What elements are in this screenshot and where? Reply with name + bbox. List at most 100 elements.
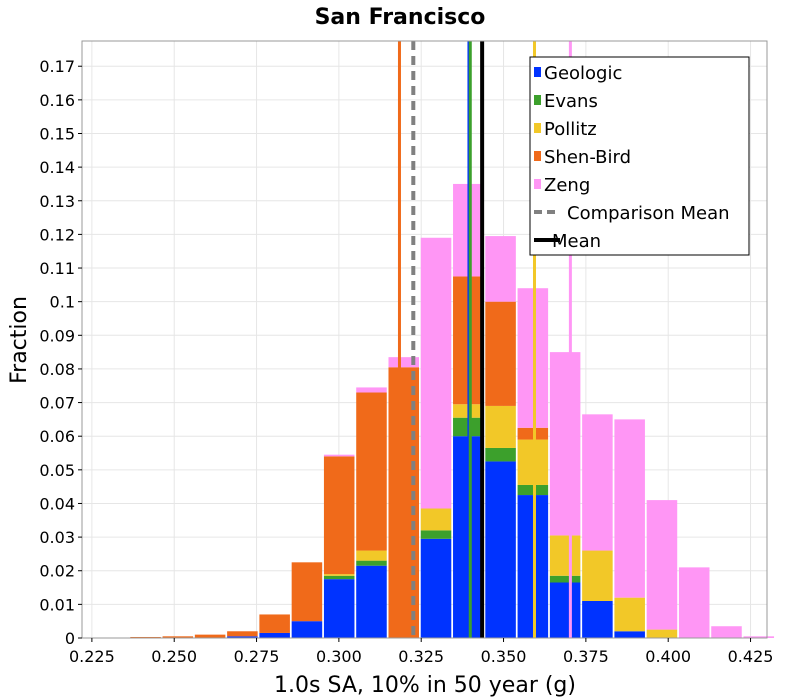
- bar-shen-bird: [291, 562, 323, 622]
- bar-zeng: [485, 236, 516, 302]
- bar-shen-bird: [227, 631, 258, 637]
- legend-label-mean: Mean: [552, 231, 601, 252]
- legend-box: [529, 56, 750, 256]
- bar-zeng: [743, 636, 775, 638]
- legend-label-geologic: Geologic: [544, 63, 622, 84]
- bar-pollitz: [549, 535, 581, 576]
- bar-geologic: [227, 636, 258, 638]
- legend-label-comparison-mean: Comparison Mean: [567, 203, 730, 224]
- bar-zeng: [646, 500, 678, 630]
- bar-shen-bird: [517, 427, 549, 440]
- y-tick-label: 0.06: [39, 427, 75, 446]
- bar-geologic: [582, 601, 613, 638]
- bar-geologic: [549, 582, 581, 638]
- legend-label-pollitz: Pollitz: [544, 119, 597, 140]
- bar-geologic: [420, 538, 452, 638]
- y-tick-label: 0.11: [39, 259, 75, 278]
- bar-zeng: [323, 454, 355, 457]
- bar-geologic: [485, 461, 516, 638]
- bar-shen-bird: [162, 636, 194, 638]
- y-tick-label: 0.05: [39, 461, 75, 480]
- bar-geologic: [517, 495, 549, 638]
- plot-frame: [81, 40, 768, 639]
- bar-zeng: [388, 357, 420, 368]
- x-axis-label: 1.0s SA, 10% in 50 year (g): [274, 673, 576, 698]
- bar-geologic: [291, 621, 323, 638]
- legend-swatch-pollitz: [534, 123, 541, 133]
- x-tick-label: 0.325: [398, 647, 444, 666]
- bar-geologic: [323, 579, 355, 638]
- legend-swatch-zeng: [534, 179, 541, 189]
- bar-pollitz: [517, 439, 549, 485]
- bar-shen-bird: [130, 636, 161, 638]
- y-tick-label: 0.08: [39, 360, 75, 379]
- bar-zeng: [614, 419, 645, 598]
- x-tick-label: 0.425: [728, 647, 774, 666]
- bar-pollitz: [646, 629, 678, 638]
- bar-geologic: [259, 632, 290, 638]
- bar-shen-bird: [194, 634, 226, 638]
- bar-zeng: [356, 387, 387, 393]
- x-tick-label: 0.275: [234, 647, 280, 666]
- x-tick-label: 0.250: [151, 647, 197, 666]
- y-tick-label: 0.02: [39, 562, 75, 581]
- bar-zeng: [678, 567, 710, 638]
- x-tick-label: 0.350: [481, 647, 527, 666]
- bar-evans: [549, 575, 581, 583]
- y-axis-ticks: 0 0.01 0.02 0.03 0.04 0.05 0.06 0.07 0.08 0.09 0.1…: [39, 57, 82, 648]
- legend-label-evans: Evans: [544, 91, 598, 112]
- y-tick-label: 0.01: [39, 595, 75, 614]
- y-tick-label: 0.07: [39, 394, 75, 413]
- x-tick-label: 0.225: [69, 647, 115, 666]
- bar-zeng: [420, 237, 452, 509]
- y-tick-label: 0.04: [39, 494, 75, 513]
- bar-evans: [485, 447, 516, 462]
- y-tick-label: 0.09: [39, 326, 75, 345]
- chart-title: San Francisco: [315, 5, 486, 30]
- bar-zeng: [582, 414, 613, 551]
- bar-evans: [517, 484, 549, 496]
- y-tick-label: 0.17: [39, 57, 75, 76]
- x-tick-label: 0.300: [316, 647, 362, 666]
- bar-shen-bird: [485, 301, 516, 406]
- y-tick-label: 0.12: [39, 225, 75, 244]
- bar-pollitz: [614, 597, 645, 632]
- bar-zeng: [517, 288, 549, 428]
- bar-shen-bird: [388, 367, 420, 638]
- legend-swatch-geologic: [534, 67, 541, 77]
- bar-pollitz: [323, 574, 355, 576]
- y-tick-label: 0.1: [50, 293, 75, 312]
- bar-evans: [356, 560, 387, 566]
- legend-swatch-shen-bird: [534, 151, 541, 161]
- bar-evans: [323, 575, 355, 580]
- x-axis-ticks: 0.225 0.250 0.275 0.300 0.325 0.350 0.375 0.400…: [69, 638, 773, 666]
- bar-pollitz: [582, 550, 613, 602]
- legend-label-zeng: Zeng: [544, 175, 590, 196]
- bar-shen-bird: [323, 456, 355, 575]
- x-tick-label: 0.400: [645, 647, 691, 666]
- y-tick-label: 0.13: [39, 192, 75, 211]
- y-tick-label: 0.15: [39, 124, 75, 143]
- bar-pollitz: [485, 405, 516, 448]
- bar-pollitz: [356, 550, 387, 561]
- bar-zeng: [549, 352, 581, 536]
- y-axis-label: Fraction: [7, 296, 32, 384]
- bar-geologic: [356, 565, 387, 638]
- legend-swatch-evans: [534, 95, 541, 105]
- y-tick-label: 0.14: [39, 158, 75, 177]
- bar-geologic: [614, 631, 645, 638]
- bar-pollitz: [420, 508, 452, 531]
- legend: Geologic Evans Pollitz Shen-Bird Zeng Compari…: [529, 56, 750, 256]
- bar-zeng: [711, 626, 742, 638]
- y-tick-label: 0.16: [39, 91, 75, 110]
- bar-shen-bird: [356, 392, 387, 551]
- x-tick-label: 0.375: [563, 647, 609, 666]
- y-tick-label: 0.03: [39, 528, 75, 547]
- mean-lines-layer: [397, 41, 572, 638]
- plot-border: [81, 40, 768, 639]
- bar-evans: [420, 530, 452, 539]
- bar-shen-bird: [259, 614, 290, 633]
- legend-label-shen-bird: Shen-Bird: [544, 147, 631, 168]
- y-tick-label: 0: [65, 629, 75, 648]
